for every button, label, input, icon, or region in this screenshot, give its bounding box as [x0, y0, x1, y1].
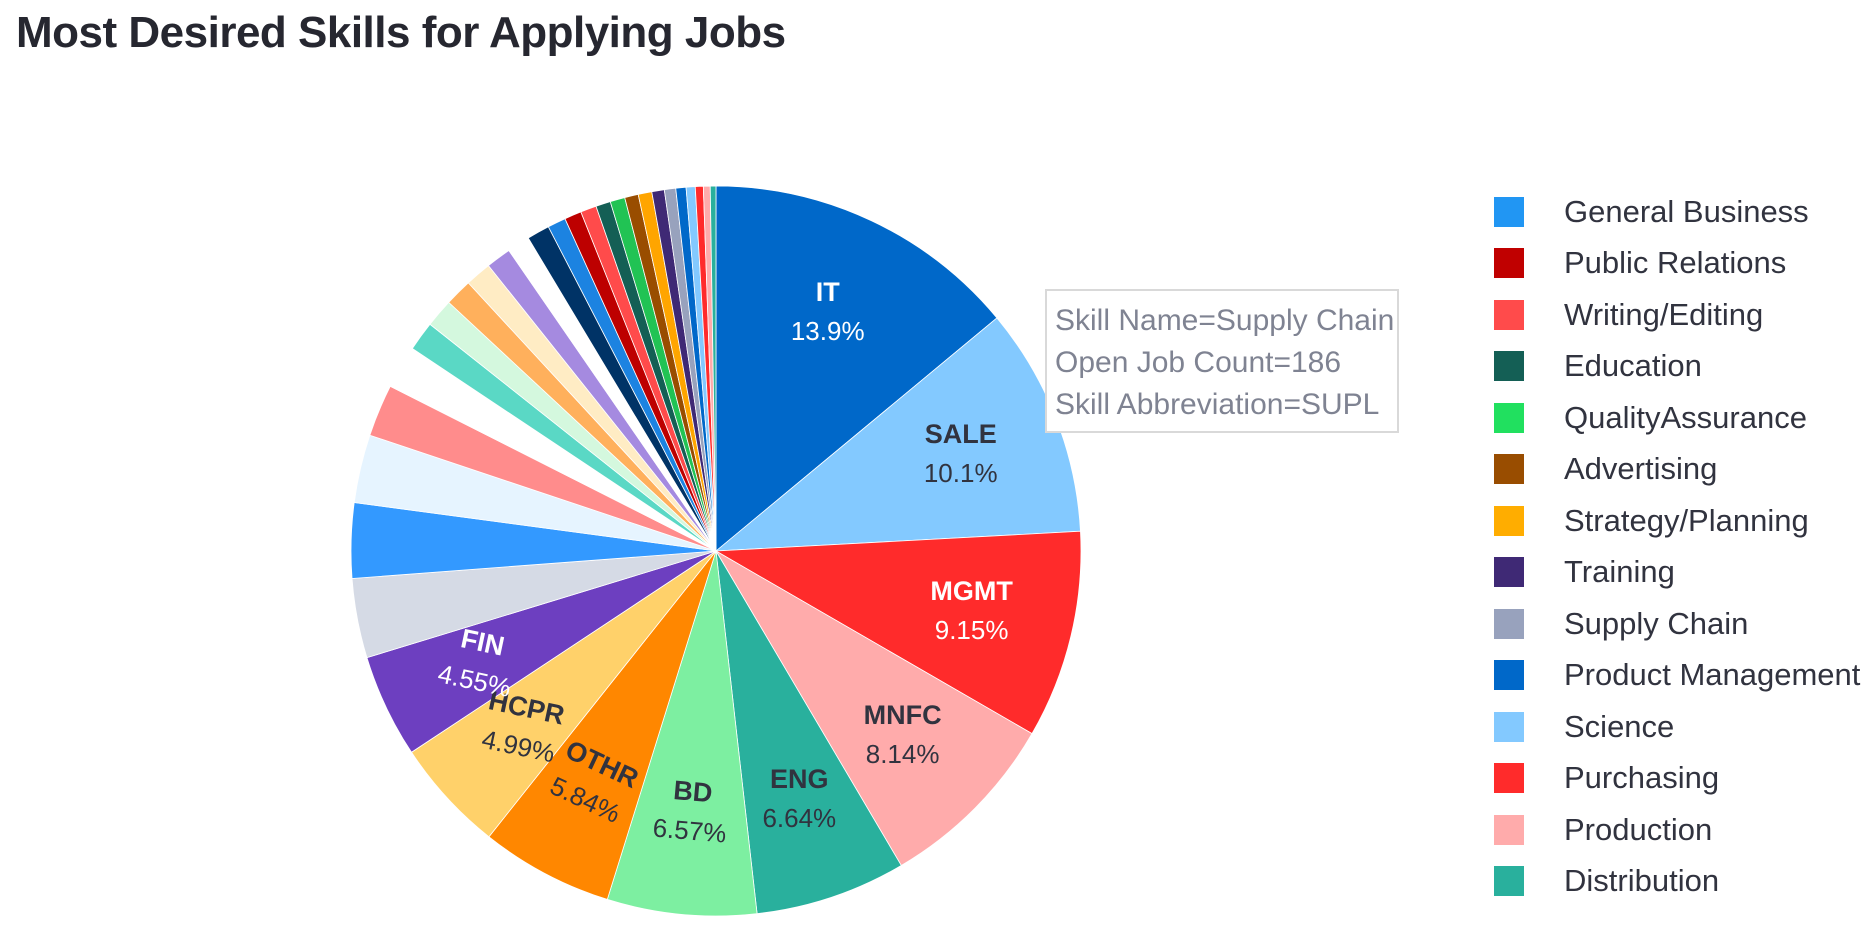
- slice-label-mgmt: MGMT 9.15%: [930, 576, 1013, 645]
- legend-swatch: [1494, 763, 1524, 794]
- legend-swatch: [1494, 814, 1524, 845]
- legend-swatch: [1494, 660, 1524, 691]
- pie-slice-mnfc[interactable]: [714, 549, 1033, 867]
- legend-label: Purchasing: [1564, 760, 1720, 796]
- slice-percent-mnfc: 8.14%: [866, 739, 940, 769]
- legend-swatch: [1494, 454, 1524, 485]
- legend-item-training[interactable]: Training: [1494, 547, 1860, 599]
- legend-label: Education: [1564, 348, 1702, 384]
- legend-item-public-relations[interactable]: Public Relations: [1494, 238, 1860, 290]
- pie-slices[interactable]: [350, 185, 1082, 917]
- tooltip-skill-name: Skill Name=Supply Chain: [1055, 304, 1395, 337]
- pie-slice-34[interactable]: [709, 185, 717, 552]
- legend-item-supply-chain[interactable]: Supply Chain: [1494, 598, 1860, 650]
- legend-label: Training: [1564, 554, 1675, 590]
- legend-label: Production: [1564, 811, 1713, 847]
- legend-item-production[interactable]: Production: [1494, 804, 1860, 856]
- legend-swatch: [1494, 866, 1524, 897]
- slice-abbr-eng: ENG: [770, 764, 829, 794]
- legend-label: Public Relations: [1564, 245, 1787, 281]
- slice-label-mnfc: MNFC 8.14%: [864, 700, 942, 769]
- slice-percent-mgmt: 9.15%: [935, 615, 1009, 645]
- slice-label-sale: SALE 10.1%: [924, 419, 998, 488]
- legend-swatch: [1494, 248, 1524, 279]
- legend-swatch: [1494, 608, 1524, 639]
- legend-label: Distribution: [1564, 863, 1720, 899]
- legend-swatch: [1494, 196, 1524, 227]
- legend-item-advertising[interactable]: Advertising: [1494, 444, 1860, 496]
- tooltip-open-job-count: Open Job Count=186: [1055, 346, 1342, 379]
- legend-label: Product Management: [1564, 657, 1861, 693]
- legend-swatch: [1494, 351, 1524, 382]
- slice-abbr-it: IT: [816, 277, 841, 307]
- slice-abbr-bd: BD: [672, 775, 713, 808]
- legend-item-general-business[interactable]: General Business: [1494, 186, 1860, 238]
- legend-item-product-management[interactable]: Product Management: [1494, 650, 1860, 702]
- slice-percent-bd: 6.57%: [652, 812, 728, 848]
- legend-swatch: [1494, 299, 1524, 330]
- pie-slice-bd[interactable]: [606, 550, 758, 917]
- slice-abbr-mgmt: MGMT: [930, 576, 1013, 606]
- legend-label: Science: [1564, 708, 1675, 744]
- legend-label: Advertising: [1564, 451, 1718, 487]
- hover-tooltip: Skill Name=Supply Chain Open Job Count=1…: [1045, 289, 1399, 433]
- pie-slice-othr[interactable]: [488, 550, 717, 900]
- pie-slice-eng[interactable]: [715, 550, 902, 915]
- legend-label: Supply Chain: [1564, 605, 1749, 641]
- legend-item-distribution[interactable]: Distribution: [1494, 856, 1860, 908]
- legend-item-science[interactable]: Science: [1494, 701, 1860, 753]
- chart-legend[interactable]: General Business Public Relations Writing/…: [1494, 186, 1860, 907]
- slice-abbr-sale: SALE: [925, 419, 997, 449]
- legend-item-writing-editing[interactable]: Writing/Editing: [1494, 289, 1860, 341]
- slice-percent-eng: 6.64%: [762, 803, 836, 833]
- slice-label-bd: BD 6.57%: [652, 775, 728, 849]
- slice-percent-it: 13.9%: [791, 316, 865, 346]
- legend-label: Strategy/Planning: [1564, 502, 1809, 538]
- chart-title: Most Desired Skills for Applying Jobs: [16, 8, 786, 57]
- legend-swatch: [1494, 402, 1524, 433]
- legend-swatch: [1494, 557, 1524, 588]
- legend-swatch: [1494, 505, 1524, 536]
- slice-label-eng: ENG 6.64%: [762, 764, 836, 833]
- legend-item-education[interactable]: Education: [1494, 341, 1860, 393]
- legend-item-qualityassurance[interactable]: QualityAssurance: [1494, 392, 1860, 444]
- legend-item-strategy-planning[interactable]: Strategy/Planning: [1494, 495, 1860, 547]
- pie-slice-it[interactable]: [715, 185, 998, 552]
- slice-label-it: IT 13.9%: [791, 277, 865, 346]
- pie-slice-mgmt[interactable]: [714, 530, 1082, 735]
- slice-percent-sale: 10.1%: [924, 458, 998, 488]
- legend-label: Writing/Editing: [1564, 296, 1764, 332]
- tooltip-skill-abbreviation: Skill Abbreviation=SUPL: [1055, 388, 1380, 421]
- legend-label: QualityAssurance: [1564, 399, 1807, 435]
- legend-label: General Business: [1564, 193, 1809, 229]
- slice-abbr-mnfc: MNFC: [864, 700, 942, 730]
- legend-swatch: [1494, 711, 1524, 742]
- legend-item-purchasing[interactable]: Purchasing: [1494, 753, 1860, 805]
